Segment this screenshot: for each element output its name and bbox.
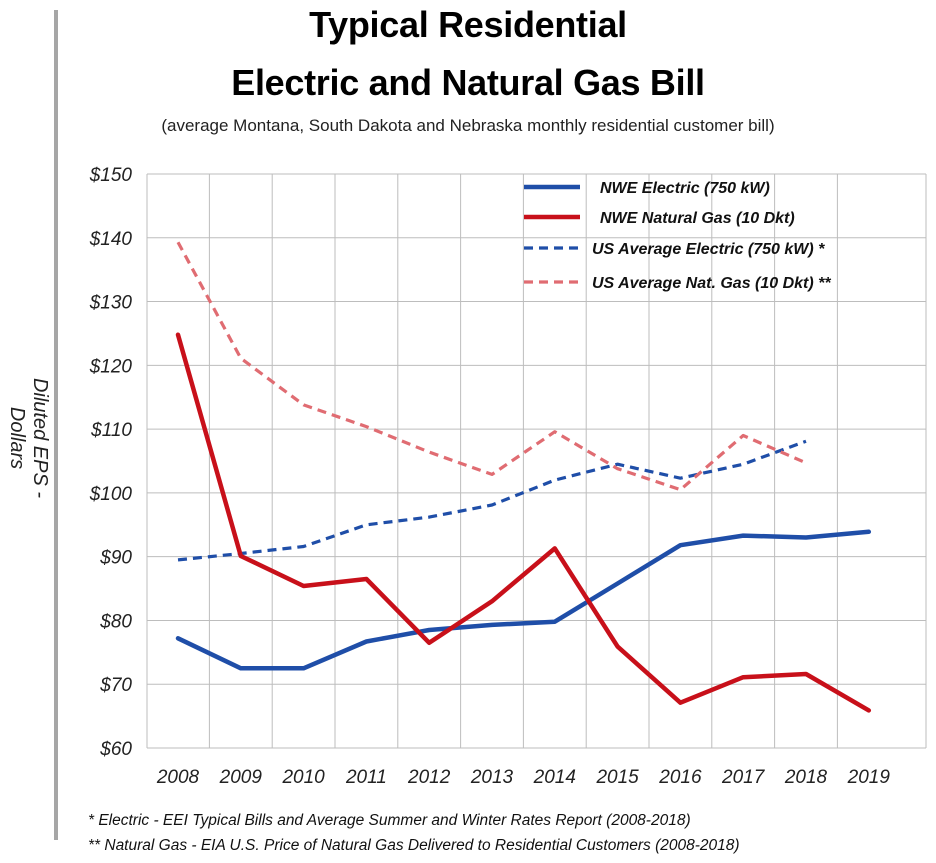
- x-tick-label: 2010: [281, 767, 325, 788]
- series-line-2: [177, 439, 807, 562]
- series-line-3: [176, 241, 807, 492]
- x-tick-label: 2017: [721, 767, 766, 788]
- legend-label-3: US Average Nat. Gas (10 Dkt) **: [592, 275, 831, 292]
- y-tick-label: $150: [89, 165, 133, 186]
- x-tick-label: 2008: [156, 767, 200, 788]
- series-line-1: [175, 332, 872, 713]
- chart-subtitle: (average Montana, South Dakota and Nebra…: [161, 116, 775, 135]
- x-tick-label: 2012: [407, 767, 451, 788]
- x-tick-label: 2014: [533, 767, 576, 788]
- chart-title-line-2: Electric and Natural Gas Bill: [231, 62, 705, 103]
- x-tick-label: 2009: [219, 767, 263, 788]
- y-tick-label: $80: [99, 611, 132, 632]
- series-line-0: [175, 529, 872, 671]
- chart-title-line-1: Typical Residential: [309, 4, 627, 45]
- x-tick-label: 2011: [345, 767, 387, 788]
- y-tick-label: $90: [99, 548, 132, 569]
- x-tick-label: 2018: [784, 767, 828, 788]
- y-tick-label: $110: [90, 420, 132, 441]
- left-border-rule: [54, 10, 58, 840]
- y-tick-label: $130: [89, 293, 133, 314]
- legend-label-1: NWE Natural Gas (10 Dkt): [600, 210, 795, 227]
- y-tick-label: $120: [89, 356, 133, 377]
- y-tick-label: $70: [99, 675, 132, 696]
- footnote-electric: * Electric - EEI Typical Bills and Avera…: [88, 812, 691, 829]
- y-tick-label: $140: [89, 229, 133, 250]
- footnote-natural-gas: ** Natural Gas - EIA U.S. Price of Natur…: [88, 837, 740, 854]
- x-tick-label: 2016: [658, 767, 702, 788]
- y-tick-label: $100: [89, 484, 133, 505]
- x-tick-label: 2019: [847, 767, 891, 788]
- legend-label-0: NWE Electric (750 kW): [600, 180, 770, 197]
- legend-label-2: US Average Electric (750 kW) *: [592, 241, 825, 258]
- y-tick-label: $60: [99, 739, 132, 760]
- x-tick-label: 2013: [470, 767, 514, 788]
- x-tick-label: 2015: [595, 767, 639, 788]
